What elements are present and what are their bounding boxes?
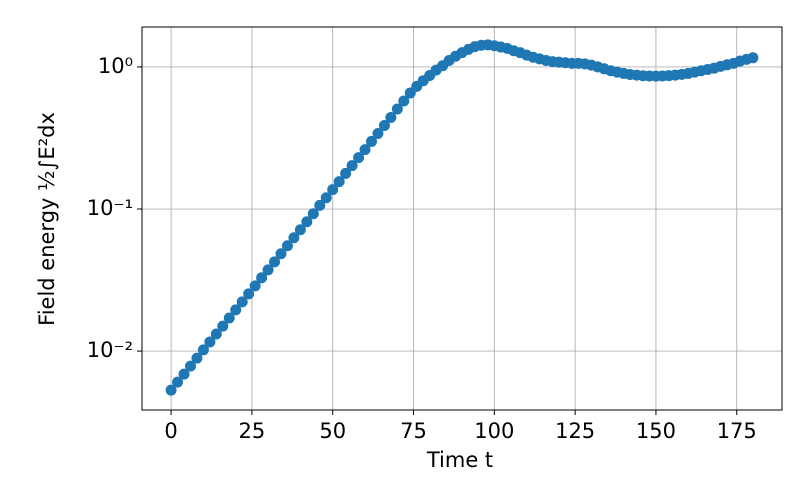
x-axis-label: Time t [426,448,493,472]
point [314,199,326,211]
point [210,328,222,340]
point [269,256,281,268]
x-tick-label: 175 [717,419,757,443]
y-tick-label: 10⁰ [98,54,133,78]
point [165,384,177,396]
point [346,160,358,172]
point [184,360,196,372]
x-tick-label: 75 [400,419,427,443]
point [223,312,235,324]
point [172,376,184,388]
x-tick-label: 0 [164,419,177,443]
y-tick-label: 10⁻² [87,338,133,362]
point [204,336,216,348]
x-tick-label: 25 [239,419,266,443]
x-tick-label: 125 [555,419,595,443]
point [275,248,287,260]
point [307,208,319,220]
x-tick-label: 50 [319,419,346,443]
x-tick-label: 150 [636,419,676,443]
point [217,320,229,332]
point [249,280,261,292]
point [385,111,397,123]
point [353,152,365,164]
point [197,344,209,356]
point [378,120,390,132]
point [281,240,293,252]
point [191,352,203,364]
point [288,232,300,244]
point [340,167,352,179]
point [262,264,274,276]
point [359,144,371,156]
point [365,135,377,147]
point [320,192,332,204]
point [333,176,345,188]
point [256,272,268,284]
point [391,103,403,115]
point [294,224,306,236]
y-tick-label: 10⁻¹ [87,196,133,220]
point [372,128,384,140]
point [178,368,190,380]
point [398,95,410,107]
point [747,52,759,64]
plot-frame [141,26,783,411]
point [236,296,248,308]
point [230,304,242,316]
point [301,216,313,228]
point [243,288,255,300]
y-axis-label: Field energy ½∫E²dx [35,112,59,326]
point [327,184,339,196]
x-tick-label: 100 [474,419,514,443]
